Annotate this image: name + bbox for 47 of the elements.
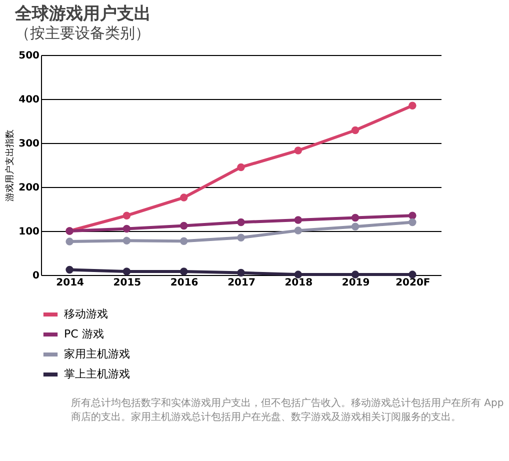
point	[408, 270, 416, 278]
point	[180, 237, 188, 245]
y-tick-label: 200	[18, 182, 40, 194]
point	[408, 212, 416, 220]
point	[294, 216, 302, 224]
point	[408, 218, 416, 226]
x-tick-label: 2017	[228, 278, 256, 288]
point	[237, 268, 245, 277]
y-tick-label: 400	[18, 94, 40, 106]
point	[351, 270, 360, 278]
point	[351, 126, 360, 134]
x-tick-label: 2019	[342, 278, 370, 288]
point	[180, 268, 188, 276]
legend-label: 移动游戏	[64, 308, 108, 320]
point	[122, 268, 131, 276]
y-axis-title: 游戏用户支出指数	[4, 130, 16, 202]
point	[180, 194, 188, 202]
point	[122, 224, 131, 233]
point	[122, 236, 131, 245]
x-tick-label: 2016	[170, 278, 198, 288]
x-tick-label: 2020F	[396, 278, 430, 288]
y-tick-label: 100	[18, 226, 40, 238]
chart-subtitle: （按主要设备类别）	[15, 24, 150, 42]
point	[294, 270, 302, 278]
legend-label: PC 游戏	[64, 328, 104, 340]
point	[66, 266, 74, 274]
point	[294, 146, 302, 154]
legend-label: 家用主机游戏	[64, 348, 130, 360]
text: 所有总计均包括数字和实体游戏用户支出，但不包括广告收入。移动游戏总计包括用户在所有 App 商店的支出。家用主机游戏总计包括用户在光盘、数字游戏及游戏相关订阅服务的支出。	[71, 397, 504, 423]
point	[351, 214, 360, 222]
y-tick-label: 300	[18, 138, 40, 150]
x-tick-label: 2018	[284, 278, 313, 288]
x-tick-label: 2014	[56, 278, 84, 288]
y-tick-label: 0	[32, 270, 40, 282]
legend-label: 掌上主机游戏	[64, 368, 130, 380]
chart-title: 全球游戏用户支出	[14, 4, 152, 24]
x-tick-label: 2015	[113, 278, 142, 288]
point	[122, 212, 131, 220]
point	[66, 238, 74, 246]
point	[237, 218, 245, 226]
point	[351, 222, 360, 230]
point	[237, 163, 245, 172]
point	[180, 222, 188, 230]
point	[294, 226, 302, 234]
point	[408, 102, 416, 110]
point	[237, 234, 245, 242]
y-tick-label: 500	[18, 50, 40, 62]
